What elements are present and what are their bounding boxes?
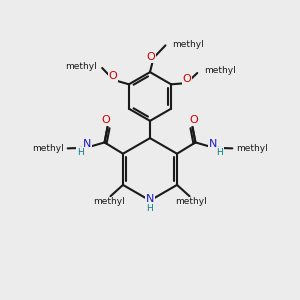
Text: methyl: methyl <box>204 66 236 75</box>
Text: H: H <box>77 148 83 157</box>
Text: O: O <box>183 74 191 84</box>
Text: methyl: methyl <box>32 144 64 153</box>
Text: H: H <box>217 148 223 157</box>
Text: methyl: methyl <box>236 144 268 153</box>
Text: O: O <box>146 52 155 62</box>
Text: N: N <box>146 194 154 204</box>
Text: N: N <box>82 139 91 149</box>
Text: O: O <box>190 115 198 125</box>
Text: methyl: methyl <box>93 197 125 206</box>
Text: methyl: methyl <box>172 40 204 49</box>
Text: O: O <box>109 71 117 81</box>
Text: N: N <box>209 139 218 149</box>
Text: H: H <box>147 204 153 213</box>
Text: methyl: methyl <box>65 62 97 71</box>
Text: methyl: methyl <box>175 197 207 206</box>
Text: O: O <box>102 115 110 125</box>
